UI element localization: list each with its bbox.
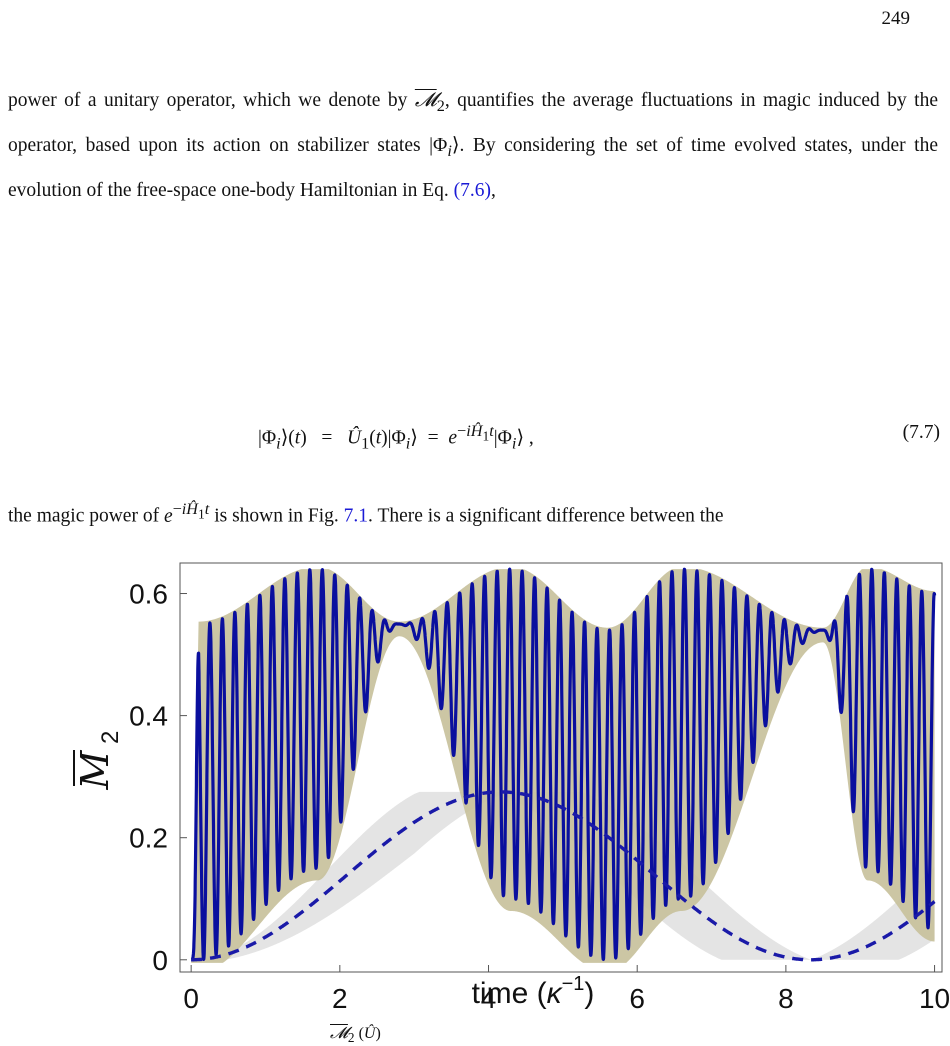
y-axis-title: M 2 xyxy=(73,731,124,790)
x-tick-label: 10 xyxy=(919,983,950,1014)
para1-text-a: power of a unitary operator, which we de… xyxy=(8,90,415,111)
x-axis-title-main: time xyxy=(472,977,529,1010)
y-tick-label: 0.4 xyxy=(129,701,168,732)
dashed-series-band xyxy=(191,791,935,960)
caption-stub: 𝓜2 (Û) xyxy=(330,1025,381,1046)
x-tick-label: 8 xyxy=(778,983,794,1014)
x-axis-title-exp: −1 xyxy=(562,973,585,995)
para2-text-c: . There is a significant difference betw… xyxy=(368,505,724,527)
para1-text-b: , quantifies the average fluctuations in… xyxy=(8,90,938,156)
plot-layer xyxy=(189,567,937,963)
y-axis-title-main: M xyxy=(73,749,117,790)
plot-frame xyxy=(179,562,943,973)
m2-bar-symbol: 𝓜2 xyxy=(414,90,445,115)
svg-text:time (κ−1): time (κ−1) xyxy=(472,973,595,1010)
magic-power-chart: 0 2 4 6 8 10 0 0.2 0.4 0.6 M 2 time (κ−1) xyxy=(73,562,950,1014)
x-tick-label: 6 xyxy=(629,983,645,1014)
x-axis-title-unit: κ xyxy=(547,977,564,1010)
x-tick-label: 2 xyxy=(332,983,348,1014)
para1-text-c: . By considering the set of time evolved… xyxy=(8,134,938,201)
eq-ref-link[interactable]: (7.6) xyxy=(453,179,492,201)
paragraph-1: power of a unitary operator, which we de… xyxy=(8,81,938,210)
dashed-series-line xyxy=(191,790,936,962)
exp-operator-symbol: e−iĤ1t xyxy=(163,500,210,527)
equation-body: |Φi⟩(t) = Û1(t)|Φi⟩ = e−iĤ1t|Φi⟩ , xyxy=(258,422,534,453)
x-tick-label: 4 xyxy=(481,983,497,1014)
fig-ref-link[interactable]: 7.1 xyxy=(343,505,369,527)
ticks-layer: 0 2 4 6 8 10 0 0.2 0.4 0.6 xyxy=(129,579,950,1014)
para2-text-b: is shown in Fig. xyxy=(209,505,344,527)
oscillating-series-line xyxy=(189,567,937,962)
x-tick-label: 0 xyxy=(183,983,199,1014)
y-tick-label: 0.6 xyxy=(129,579,168,610)
equation-number: (7.7) xyxy=(902,422,940,443)
paragraph-2: the magic power of e−iĤ1t is shown in Fi… xyxy=(8,490,938,536)
y-axis-title-sub: 2 xyxy=(97,731,124,744)
page-number: 249 xyxy=(881,8,911,29)
y-tick-label: 0 xyxy=(152,945,168,976)
para2-text-a: the magic power of xyxy=(8,505,164,527)
equation-7-7: |Φi⟩(t) = Û1(t)|Φi⟩ = e−iĤ1t|Φi⟩ , (7.7) xyxy=(0,414,950,454)
para1-text-d: , xyxy=(491,179,496,201)
x-axis-title: time (κ−1) xyxy=(472,973,595,1010)
y-tick-label: 0.2 xyxy=(129,823,168,854)
phi-ket-symbol: |Φi⟩ xyxy=(429,134,460,160)
figure-7-1: 0 2 4 6 8 10 0 0.2 0.4 0.6 M 2 time (κ−1) xyxy=(0,555,950,1037)
